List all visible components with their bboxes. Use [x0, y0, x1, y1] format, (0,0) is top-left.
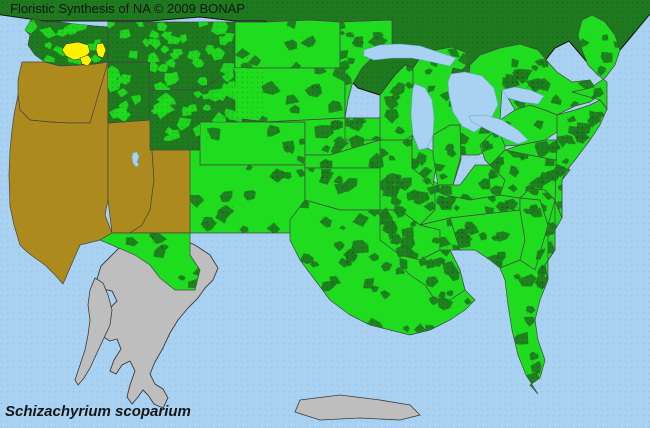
svg-text:Floristic Synthesis of NA © 20: Floristic Synthesis of NA © 2009 BONAP: [10, 1, 245, 16]
svg-text:Schizachyrium scoparium: Schizachyrium scoparium: [5, 403, 191, 420]
